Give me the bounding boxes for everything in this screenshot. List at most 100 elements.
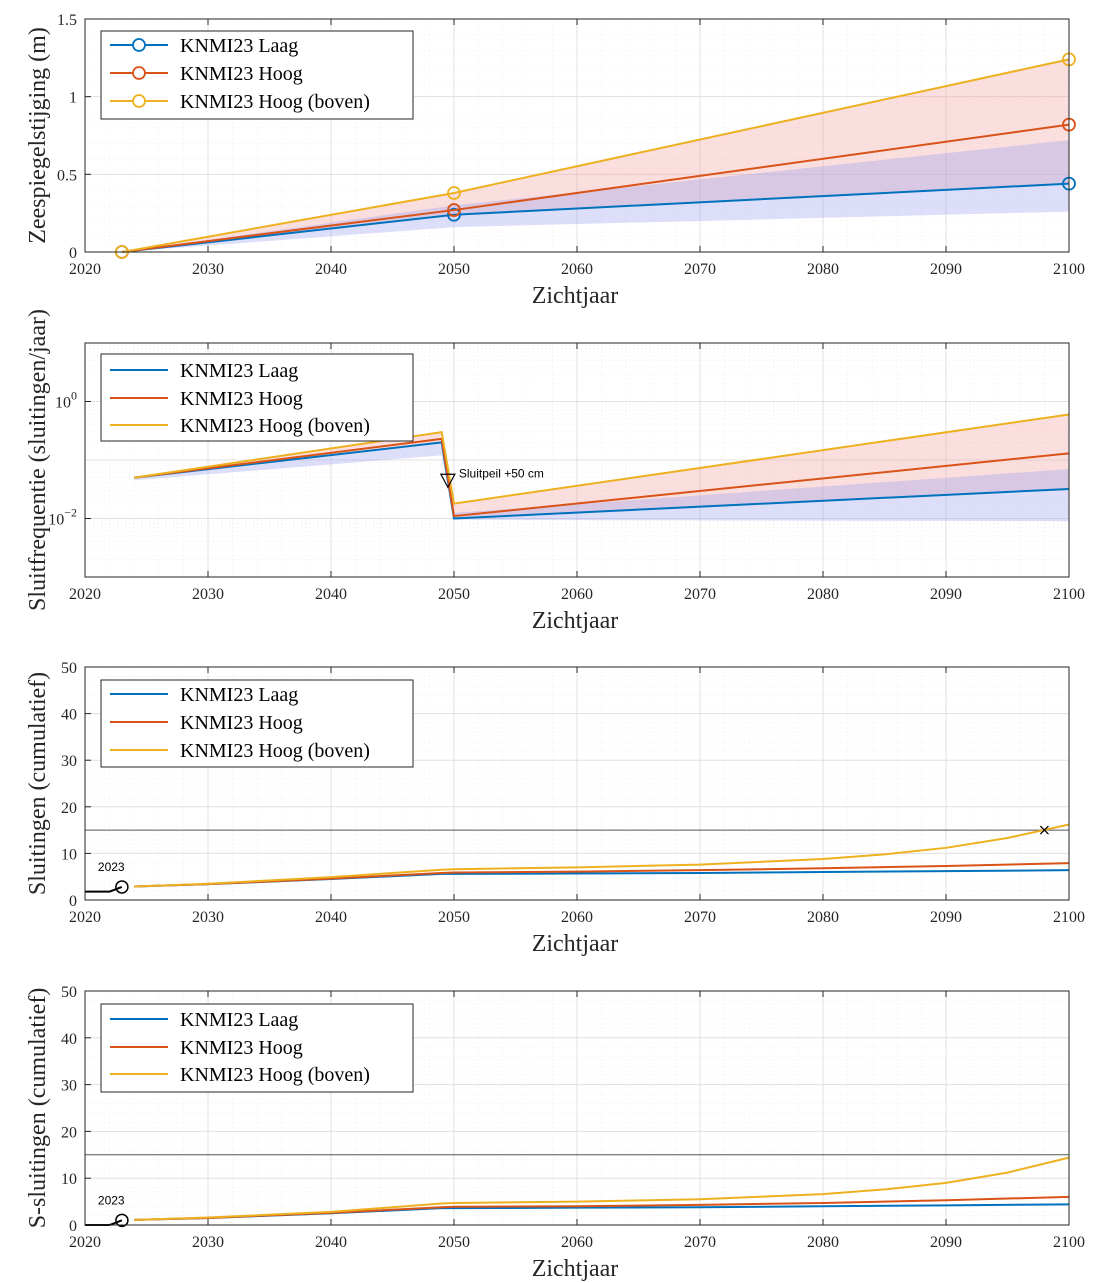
crossing-marker xyxy=(1039,825,1049,835)
y-tick-label: 30 xyxy=(61,1078,77,1095)
x-tick-label: 2040 xyxy=(315,909,347,926)
y-tick-exponent: 0 xyxy=(71,389,77,403)
x-tick-label: 2020 xyxy=(69,1234,101,1251)
data-point-boven xyxy=(447,186,461,200)
series-line-hoog xyxy=(134,437,1070,518)
x-tick-label: 2080 xyxy=(807,586,839,603)
x-tick-label: 2090 xyxy=(930,909,962,926)
x-tick-label: 2070 xyxy=(684,909,716,926)
legend-label-boven: KNMI23 Hoog (boven) xyxy=(180,740,370,762)
x-tick-label: 2020 xyxy=(69,261,101,278)
x-tick-label: 2020 xyxy=(69,586,101,603)
x-tick-label: 2070 xyxy=(684,261,716,278)
x-tick-label: 2030 xyxy=(192,909,224,926)
start-marker xyxy=(115,1213,129,1228)
y-axis-label: S-sluitingen (cumulatief) xyxy=(25,988,51,1229)
legend: KNMI23 Laag KNMI23 Hoog KNMI23 Hoog (boven… xyxy=(100,1003,414,1093)
x-axis-label: Zichtjaar xyxy=(532,608,619,634)
x-axis-label: Zichtjaar xyxy=(532,1256,619,1282)
x-tick-label: 2070 xyxy=(684,1234,716,1251)
x-tick-label: 2100 xyxy=(1053,1234,1085,1251)
uncertainty-band-blue xyxy=(121,140,1069,252)
series-line-hoog xyxy=(121,123,1070,253)
x-tick-label: 2100 xyxy=(1053,261,1085,278)
x-tick-label: 2070 xyxy=(684,586,716,603)
x-tick-label: 2090 xyxy=(930,1234,962,1251)
legend-label-laag: KNMI23 Laag xyxy=(180,35,298,57)
x-tick-label: 2050 xyxy=(438,586,470,603)
x-tick-label: 2050 xyxy=(438,1234,470,1251)
series-line-boven xyxy=(121,58,1070,253)
legend-label-hoog: KNMI23 Hoog xyxy=(180,1037,303,1059)
grid xyxy=(84,666,1070,901)
legend-marker-laag xyxy=(132,38,146,52)
x-tick-label: 2030 xyxy=(192,1234,224,1251)
y-tick-label: 0 xyxy=(69,1218,77,1235)
legend-label-hoog: KNMI23 Hoog xyxy=(180,63,303,85)
legend: KNMI23 Laag KNMI23 Hoog KNMI23 Hoog (boven… xyxy=(100,679,414,768)
y-tick-label: 10 xyxy=(61,846,77,863)
legend-label-laag: KNMI23 Laag xyxy=(180,1009,298,1031)
legend-label-laag: KNMI23 Laag xyxy=(180,684,298,706)
chart-panel-2: Sluitpeil +50 cm 2020 2030 2040 2050 2060 2070… xyxy=(25,309,1085,634)
legend-label-boven: KNMI23 Hoog (boven) xyxy=(180,1064,370,1086)
x-axis-label: Zichtjaar xyxy=(532,931,619,957)
x-tick-label: 2080 xyxy=(807,1234,839,1251)
x-tick-label: 2060 xyxy=(561,1234,593,1251)
legend-label-hoog: KNMI23 Hoog xyxy=(180,712,303,734)
y-tick-label: 20 xyxy=(61,1124,77,1141)
x-tick-label: 2020 xyxy=(69,909,101,926)
y-tick-label: 20 xyxy=(61,800,77,817)
y-tick-label: 40 xyxy=(61,707,77,724)
y-tick-label: 0.5 xyxy=(57,167,77,184)
y-tick-label: 0 xyxy=(69,893,77,910)
x-tick-label: 2100 xyxy=(1053,909,1085,926)
y-tick-label: 10−2 xyxy=(48,506,77,529)
x-tick-label: 2050 xyxy=(438,909,470,926)
uncertainty-band-red xyxy=(121,59,1069,253)
legend-marker-hoog xyxy=(132,66,146,80)
triangle-down-icon xyxy=(439,473,456,489)
x-tick-label: 2040 xyxy=(315,261,347,278)
start-marker xyxy=(115,880,129,894)
x-tick-label: 2090 xyxy=(930,586,962,603)
uncertainty-band-blue xyxy=(134,442,1069,522)
y-tick-label: 40 xyxy=(61,1031,77,1048)
x-tick-label: 2040 xyxy=(315,1234,347,1251)
y-axis-label: Zeespiegelstijging (m) xyxy=(25,27,51,244)
x-tick-label: 2060 xyxy=(561,909,593,926)
x-tick-label: 2080 xyxy=(807,261,839,278)
x-tick-label: 2060 xyxy=(561,586,593,603)
legend-marker-boven xyxy=(132,94,146,108)
start-label: 2023 xyxy=(98,1193,125,1207)
series-line-boven xyxy=(134,823,1070,888)
x-tick-label: 2090 xyxy=(930,261,962,278)
y-tick-base: 10 xyxy=(55,395,71,412)
data-point-hoog xyxy=(447,203,461,217)
annotation-text: Sluitpeil +50 cm xyxy=(459,466,544,480)
history-line xyxy=(85,886,123,893)
uncertainty-band-red xyxy=(134,414,1069,519)
data-point-laag xyxy=(447,207,461,222)
y-tick-base: 10 xyxy=(48,512,64,529)
y-tick-label: 1 xyxy=(69,90,77,107)
legend: KNMI23 Laag KNMI23 Hoog KNMI23 Hoog (boven… xyxy=(100,30,414,120)
y-axis-label: Sluitfrequentie (sluitingen/jaar) xyxy=(25,309,51,611)
legend-label-laag: KNMI23 Laag xyxy=(180,360,298,382)
y-tick-label: 50 xyxy=(61,984,77,1001)
x-tick-label: 2050 xyxy=(438,261,470,278)
y-tick-label: 1.5 xyxy=(57,12,77,29)
x-tick-label: 2080 xyxy=(807,909,839,926)
y-tick-label: 100 xyxy=(55,389,77,412)
series-line-laag xyxy=(121,182,1070,253)
y-tick-label: 0 xyxy=(69,245,77,262)
legend: KNMI23 Laag KNMI23 Hoog KNMI23 Hoog (boven… xyxy=(100,353,414,442)
chart-panel-1: 2020 2030 2040 2050 2060 2070 2080 2090 2100 0 0.5… xyxy=(25,12,1085,309)
x-tick-label: 2100 xyxy=(1053,586,1085,603)
x-tick-label: 2030 xyxy=(192,261,224,278)
legend-label-boven: KNMI23 Hoog (boven) xyxy=(180,91,370,113)
y-tick-label: 10 xyxy=(61,1171,77,1188)
